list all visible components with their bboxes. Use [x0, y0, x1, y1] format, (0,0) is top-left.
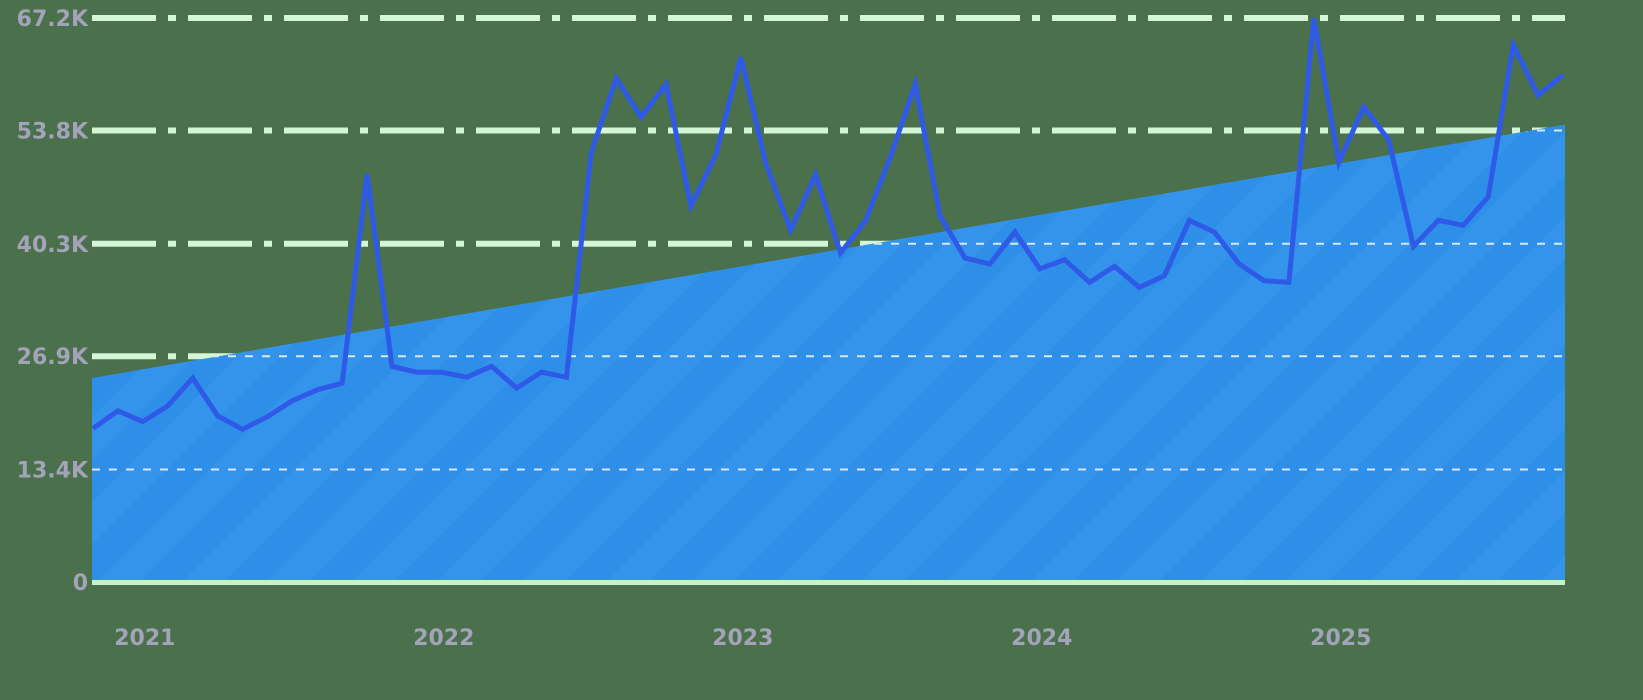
x-tick-label: 2025: [1310, 626, 1371, 651]
x-tick-label: 2021: [114, 626, 175, 651]
data-line: [91, 17, 1565, 433]
x-tick-label: 2024: [1011, 626, 1072, 651]
y-tick-label: 0: [73, 571, 88, 596]
y-tick-label: 26.9K: [17, 345, 89, 370]
y-axis-ticks: 0 13.4K 26.9K 40.3K 53.8K 67.2K: [17, 7, 89, 596]
y-tick-label: 40.3K: [17, 233, 89, 258]
x-axis-ticks: 2021 2022 2023 2024 2025: [114, 626, 1371, 651]
y-tick-label: 67.2K: [17, 7, 89, 32]
trend-area: [92, 124, 1565, 582]
x-tick-label: 2023: [712, 626, 773, 651]
x-axis-baseline: [92, 580, 1565, 585]
y-tick-label: 53.8K: [17, 119, 89, 144]
x-tick-label: 2022: [413, 626, 474, 651]
y-tick-label: 13.4K: [17, 459, 89, 484]
